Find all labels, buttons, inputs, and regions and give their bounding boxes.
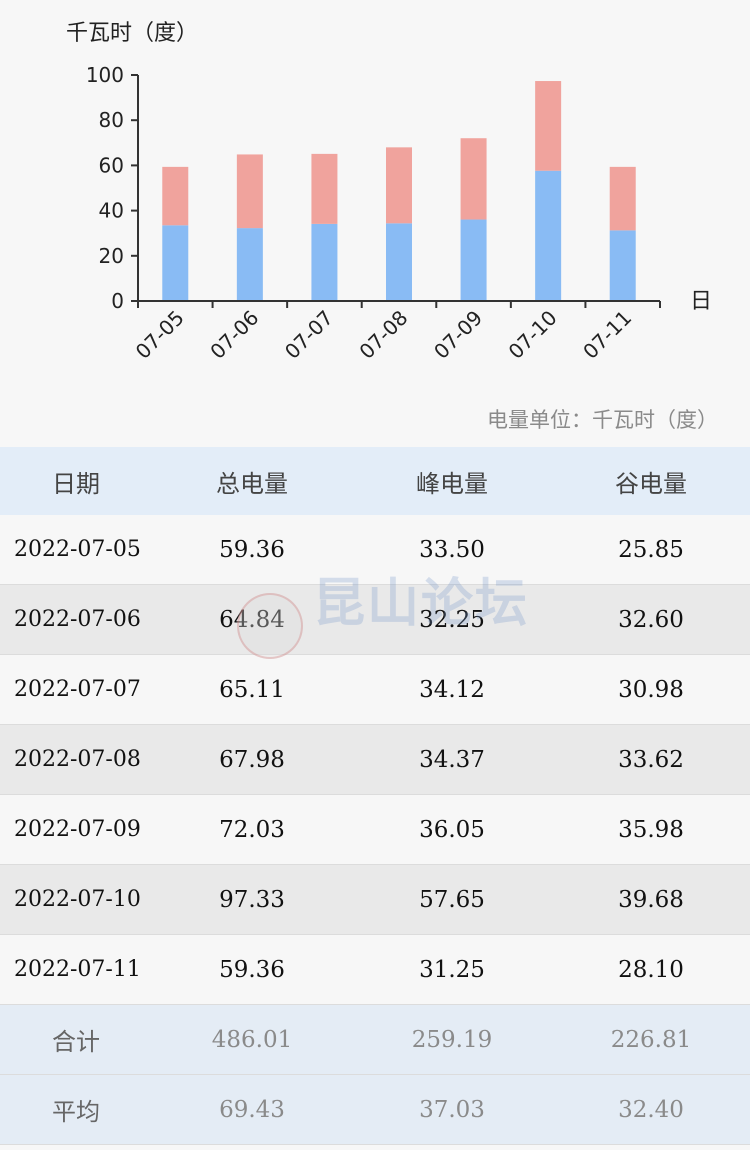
- cell-valley: 30.98: [618, 676, 684, 703]
- cell-date: 2022-07-05: [14, 537, 141, 562]
- chart-area: 千瓦时（度） 0 20 40 60 80 100 07-05 07-06 07-07 07-08…: [0, 0, 750, 447]
- cell-peak: 31.25: [419, 956, 485, 983]
- cell-peak: 32.25: [419, 606, 485, 633]
- bar-segment: [311, 153, 338, 224]
- cell-peak: 57.65: [419, 886, 485, 913]
- table-row: 2022-07-11 59.36 31.25 28.10: [0, 935, 750, 1005]
- table-row: 2022-07-09 72.03 36.05 35.98: [0, 795, 750, 865]
- cell-total: 65.11: [219, 676, 285, 703]
- table-row: 2022-07-10 97.33 57.65 39.68: [0, 865, 750, 935]
- y-tick-label: 100: [86, 63, 124, 87]
- total-label: 合计: [52, 1028, 100, 1056]
- y-tick-label: 80: [99, 108, 124, 132]
- y-tick-label: 40: [99, 199, 124, 223]
- table-row: 2022-07-07 65.11 34.12 30.98: [0, 655, 750, 725]
- cell-date: 2022-07-06: [14, 607, 141, 632]
- x-tick-label: 07-11: [578, 306, 636, 364]
- x-axis-unit-label: 日: [690, 289, 712, 314]
- cell-total: 97.33: [219, 886, 285, 913]
- cell-peak: 33.50: [419, 536, 485, 563]
- cell-peak: 34.37: [419, 746, 485, 773]
- cell-date: 2022-07-08: [14, 747, 141, 772]
- cell-total: 67.98: [219, 746, 285, 773]
- cell-date: 2022-07-09: [14, 817, 141, 842]
- cell-total: 72.03: [219, 816, 285, 843]
- x-tick-label: 07-05: [131, 306, 189, 364]
- y-tick-label: 0: [111, 289, 124, 313]
- table-row: 2022-07-08 67.98 34.37 33.62: [0, 725, 750, 795]
- cell-total: 59.36: [219, 956, 285, 983]
- bar-segment: [460, 138, 487, 220]
- total-peak: 259.19: [411, 1026, 493, 1053]
- x-tick-label: 07-07: [280, 306, 338, 364]
- total-valley: 226.81: [610, 1026, 692, 1053]
- bar-segment: [460, 219, 487, 301]
- x-tick-label: 07-06: [205, 306, 263, 364]
- average-row: 平均 69.43 37.03 32.40: [0, 1075, 750, 1145]
- cell-valley: 33.62: [618, 746, 684, 773]
- header-valley: 谷电量: [615, 469, 687, 498]
- bar-segment: [236, 154, 263, 229]
- average-valley: 32.40: [618, 1096, 684, 1123]
- average-label: 平均: [52, 1098, 100, 1126]
- cell-valley: 25.85: [618, 536, 684, 563]
- bar-segment: [386, 223, 412, 301]
- bar-segment: [535, 81, 562, 171]
- cell-valley: 32.60: [618, 606, 684, 633]
- table-row: 2022-07-06 64.84 32.25 32.60: [0, 585, 750, 655]
- bar-segment: [535, 170, 562, 301]
- electricity-table: 日期 总电量 峰电量 谷电量 2022-07-05 59.36 33.50 25…: [0, 447, 750, 1145]
- bar-segment: [236, 228, 263, 301]
- cell-valley: 39.68: [618, 886, 684, 913]
- header-total: 总电量: [216, 469, 288, 498]
- header-peak: 峰电量: [416, 469, 488, 498]
- cell-peak: 36.05: [419, 816, 485, 843]
- cell-date: 2022-07-11: [14, 957, 141, 982]
- cell-date: 2022-07-10: [14, 887, 141, 912]
- cell-valley: 28.10: [618, 956, 684, 983]
- cell-valley: 35.98: [618, 816, 684, 843]
- header-date: 日期: [52, 469, 100, 498]
- y-tick-label: 60: [99, 153, 124, 177]
- unit-note: 电量单位：千瓦时（度）: [487, 408, 718, 432]
- total-sum: 486.01: [211, 1026, 293, 1053]
- x-tick-label: 07-09: [429, 306, 487, 364]
- bar-segment: [311, 223, 338, 301]
- cell-total: 64.84: [219, 606, 285, 633]
- table-header: 日期 总电量 峰电量 谷电量: [0, 447, 750, 515]
- total-row: 合计 486.01 259.19 226.81: [0, 1005, 750, 1075]
- table-row: 2022-07-05 59.36 33.50 25.85: [0, 515, 750, 585]
- x-tick-label: 07-08: [354, 306, 412, 364]
- cell-peak: 34.12: [419, 676, 485, 703]
- bar-segment: [609, 230, 636, 301]
- average-total: 69.43: [219, 1096, 285, 1123]
- bar-segment: [162, 166, 189, 226]
- bar-segment: [386, 147, 412, 224]
- y-axis-unit-label: 千瓦时（度）: [66, 21, 198, 46]
- average-peak: 37.03: [419, 1096, 485, 1123]
- bar-segment: [609, 166, 636, 231]
- stacked-bar-chart: 千瓦时（度） 0 20 40 60 80 100 07-05 07-06 07-07 07-08…: [66, 21, 712, 364]
- cell-date: 2022-07-07: [14, 677, 141, 702]
- cell-total: 59.36: [219, 536, 285, 563]
- bar-segment: [162, 225, 189, 301]
- y-tick-label: 20: [99, 244, 124, 268]
- x-tick-label: 07-10: [504, 306, 562, 364]
